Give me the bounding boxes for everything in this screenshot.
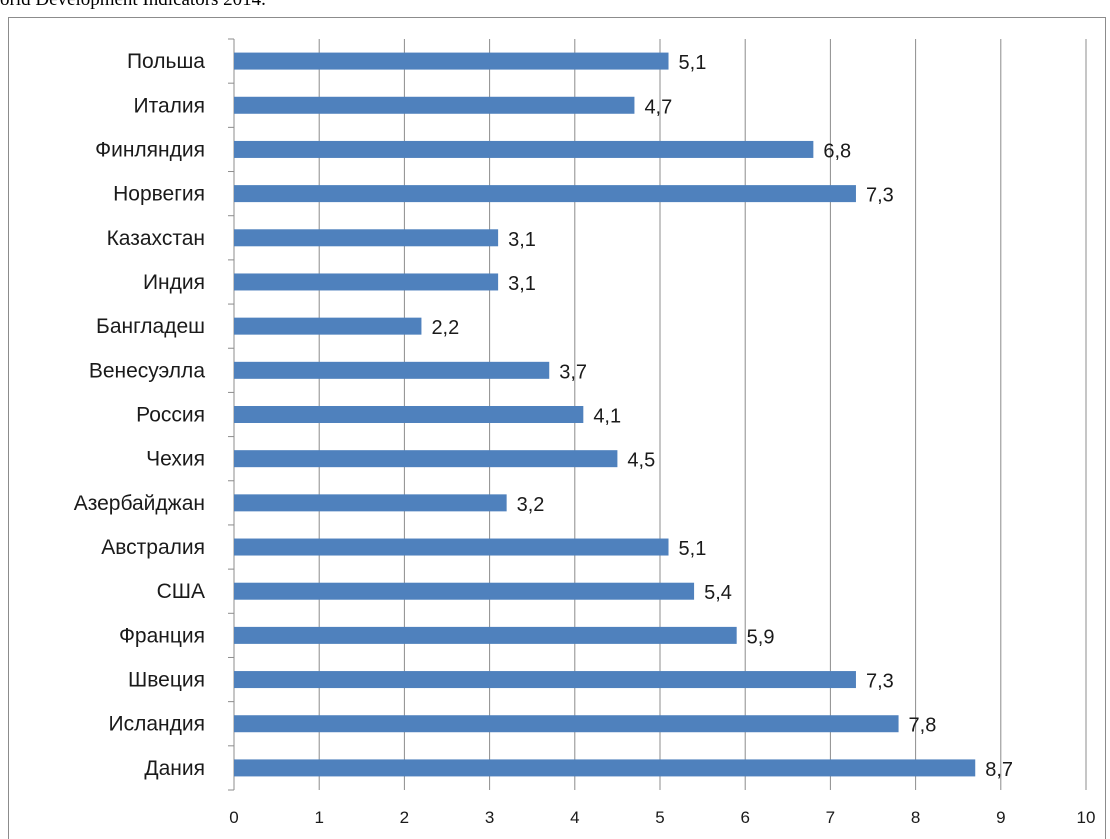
category-label: Исландия	[109, 713, 205, 736]
bar	[234, 450, 618, 468]
category-label: Норвегия	[113, 183, 205, 206]
category-label: Индия	[143, 271, 205, 294]
bar	[234, 361, 550, 379]
bar	[234, 538, 669, 556]
bar	[234, 759, 976, 777]
category-label: Россия	[136, 404, 205, 427]
category-label: Дания	[144, 757, 205, 780]
x-tick-label: 10	[1077, 808, 1096, 827]
bar	[234, 96, 635, 114]
x-tick-label: 0	[229, 808, 238, 827]
category-label: Польша	[127, 50, 205, 73]
category-label: Швеция	[128, 669, 205, 692]
category-label: Италия	[133, 94, 205, 117]
bar	[234, 273, 499, 291]
bar	[234, 229, 499, 247]
x-tick-label: 5	[655, 808, 664, 827]
bar	[234, 626, 737, 644]
chart-frame	[8, 17, 1106, 839]
category-label: Франция	[119, 624, 205, 647]
x-tick-label: 7	[826, 808, 835, 827]
x-tick-label: 8	[911, 808, 920, 827]
bar	[234, 715, 899, 733]
x-tick-label: 1	[314, 808, 323, 827]
bar	[234, 582, 695, 600]
category-label: Финляндия	[95, 138, 205, 161]
category-label: США	[157, 580, 205, 603]
data-label: 3,1	[508, 229, 536, 251]
data-label: 7,3	[866, 185, 894, 207]
data-label: 3,7	[559, 361, 587, 383]
data-label: 8,7	[985, 759, 1013, 781]
category-label: Бангладеш	[96, 315, 205, 338]
source-caption: orld Development Indicators 2014.	[0, 0, 266, 11]
data-label: 4,5	[627, 450, 655, 472]
data-label: 7,8	[909, 715, 937, 737]
data-label: 5,1	[679, 538, 707, 560]
bar	[234, 52, 669, 70]
bar	[234, 185, 856, 203]
x-tick-label: 4	[570, 808, 579, 827]
data-label: 5,4	[704, 582, 732, 604]
data-label: 4,1	[593, 406, 621, 428]
data-label: 2,2	[431, 317, 459, 339]
category-label: Азербайджан	[74, 492, 205, 515]
data-label: 5,1	[679, 52, 707, 74]
bar	[234, 140, 814, 158]
data-label: 3,2	[517, 494, 545, 516]
data-label: 6,8	[823, 140, 851, 162]
x-tick-label: 2	[400, 808, 409, 827]
x-tick-label: 6	[740, 808, 749, 827]
bar	[234, 317, 422, 335]
data-label: 7,3	[866, 671, 894, 693]
category-label: Чехия	[146, 448, 205, 471]
data-label: 4,7	[644, 96, 672, 118]
category-label: Венесуэлла	[89, 359, 205, 382]
x-tick-label: 9	[996, 808, 1005, 827]
bar	[234, 671, 856, 689]
bar	[234, 406, 584, 423]
data-label: 5,9	[747, 626, 775, 648]
bar	[234, 494, 507, 512]
data-label: 3,1	[508, 273, 536, 295]
category-label: Казахстан	[107, 227, 205, 250]
x-tick-label: 3	[485, 808, 494, 827]
category-label: Австралия	[101, 536, 205, 559]
